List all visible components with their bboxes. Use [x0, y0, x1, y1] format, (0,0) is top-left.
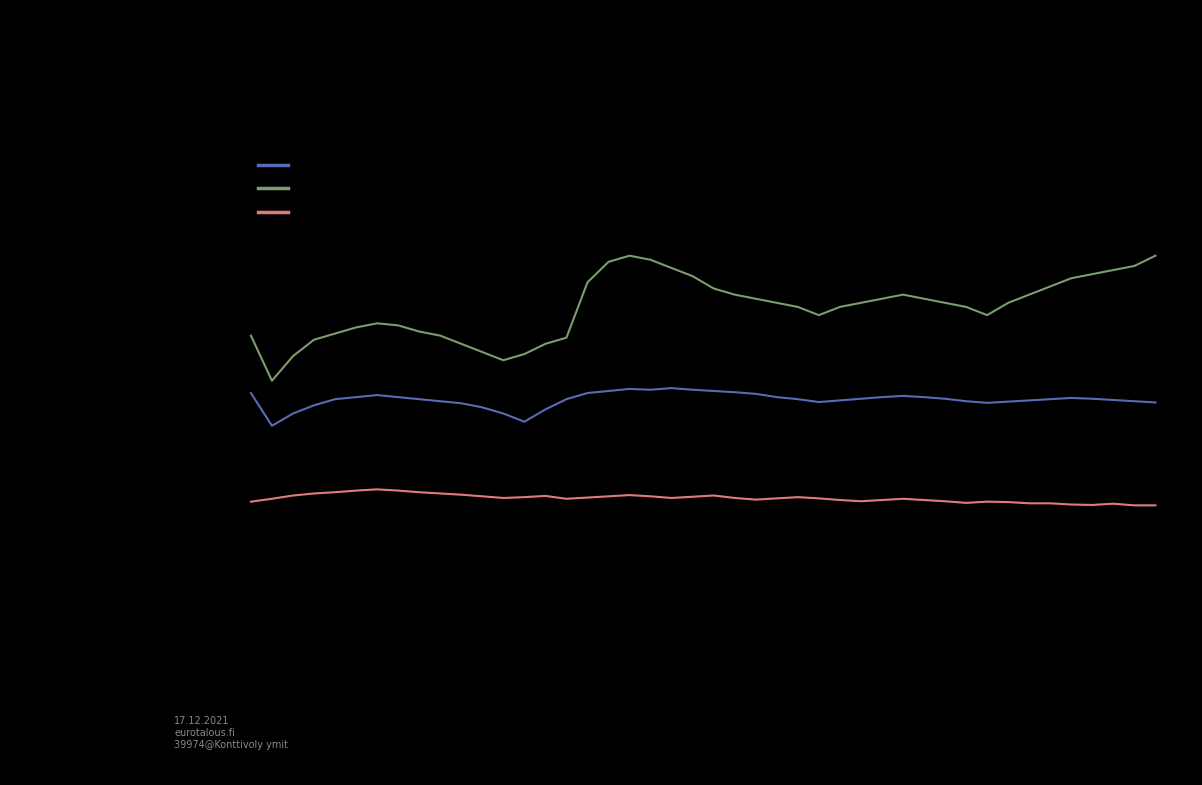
- Text: 17.12.2021
eurotalous.fi
39974@Konttivoly ymit: 17.12.2021 eurotalous.fi 39974@Konttivol…: [174, 717, 288, 750]
